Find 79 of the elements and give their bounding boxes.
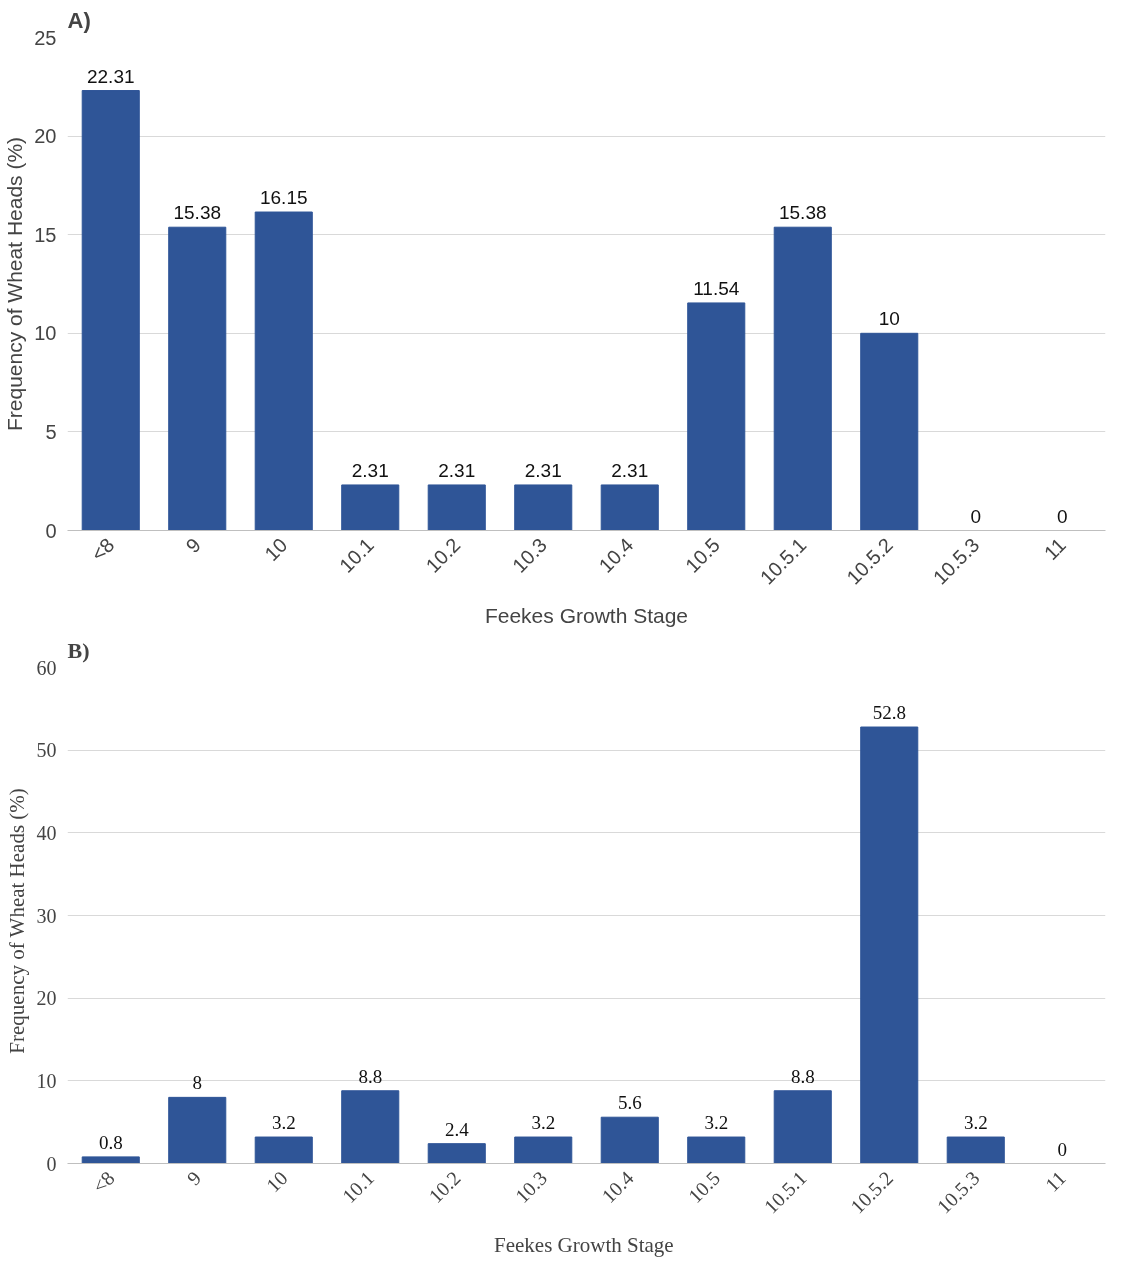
data-label: 2.31	[524, 459, 562, 481]
x-tick-label: 10.1	[337, 1166, 379, 1208]
y-tick-label: 25	[34, 26, 57, 49]
chart-title: A)	[67, 7, 91, 33]
chart-title: B)	[67, 637, 90, 663]
data-label: 8.8	[358, 1065, 383, 1087]
x-tick-label: 10.5	[683, 1166, 725, 1208]
bar	[427, 1143, 486, 1164]
bar	[254, 1136, 313, 1164]
y-tick-label: 10	[36, 1069, 57, 1092]
bar	[773, 226, 832, 531]
data-label: 52.8	[872, 702, 906, 724]
bar	[254, 211, 313, 531]
data-label: 5.6	[617, 1092, 642, 1114]
x-tick-label: <8	[86, 533, 119, 566]
x-tick-label: 11	[1039, 533, 1071, 564]
bar	[860, 726, 919, 1164]
data-label: 2.31	[611, 459, 649, 481]
x-tick-label: 10.3	[510, 1166, 552, 1208]
data-label: 2.4	[444, 1118, 470, 1140]
bar	[600, 484, 659, 531]
bar	[600, 1116, 659, 1164]
data-label: 3.2	[271, 1112, 296, 1134]
data-label: 15.38	[778, 202, 827, 224]
data-label: 3.2	[963, 1112, 988, 1134]
x-tick-label: 10	[260, 533, 292, 566]
x-tick-label: 10.2	[424, 1166, 465, 1208]
data-label: 2.31	[438, 459, 476, 481]
bar	[81, 90, 140, 531]
bar	[514, 484, 573, 531]
y-axis-title: Frequency of Wheat Heads (%)	[3, 136, 27, 432]
data-label: 0	[1056, 505, 1068, 527]
data-label: 8	[192, 1072, 202, 1094]
bar	[773, 1090, 832, 1164]
y-tick-label: 10	[34, 322, 57, 345]
data-label: 3.2	[704, 1112, 729, 1134]
data-label: 0.8	[98, 1131, 123, 1153]
y-tick-label: 5	[45, 420, 57, 443]
x-tick-label: <8	[87, 1166, 119, 1198]
x-tick-label: 10.3	[507, 533, 552, 577]
bar	[341, 1090, 400, 1164]
x-tick-label: 9	[181, 533, 206, 558]
x-tick-label: 10.1	[334, 533, 379, 577]
y-tick-label: 20	[36, 987, 57, 1010]
y-tick-label: 0	[46, 1152, 57, 1175]
data-label: 0	[1057, 1138, 1067, 1160]
data-label: 11.54	[693, 277, 740, 299]
bar	[341, 484, 400, 531]
bar	[168, 226, 227, 531]
bar	[687, 302, 746, 531]
data-label: 8.8	[790, 1065, 815, 1087]
bar	[946, 1136, 1005, 1164]
data-label: 2.31	[351, 459, 389, 481]
x-axis-title: Feekes Growth Stage	[484, 604, 689, 628]
y-axis-title: Frequency of Wheat Heads (%)	[4, 788, 29, 1054]
x-tick-label: 10.4	[597, 1166, 638, 1208]
x-axis-title: Feekes Growth Stage	[494, 1233, 674, 1258]
data-label: 15.38	[173, 202, 222, 224]
x-tick-label: 11	[1040, 1166, 1071, 1196]
bar	[514, 1136, 573, 1164]
bar	[81, 1156, 140, 1164]
x-tick-label: 9	[182, 1166, 206, 1190]
data-label: 0	[970, 505, 982, 527]
data-label: 22.31	[86, 65, 135, 87]
y-tick-label: 20	[34, 125, 57, 148]
data-label: 10	[878, 308, 900, 330]
bar	[168, 1096, 227, 1164]
data-label: 16.15	[259, 187, 308, 209]
y-tick-label: 50	[36, 739, 57, 762]
y-tick-label: 40	[36, 821, 57, 844]
bar	[860, 332, 919, 531]
y-tick-label: 30	[36, 904, 57, 927]
x-tick-label: 10	[261, 1166, 292, 1197]
bar	[427, 484, 486, 531]
data-label: 3.2	[531, 1112, 556, 1134]
y-tick-label: 0	[45, 519, 57, 542]
bar	[687, 1136, 746, 1164]
y-tick-label: 60	[36, 656, 57, 679]
y-tick-label: 15	[34, 223, 57, 246]
